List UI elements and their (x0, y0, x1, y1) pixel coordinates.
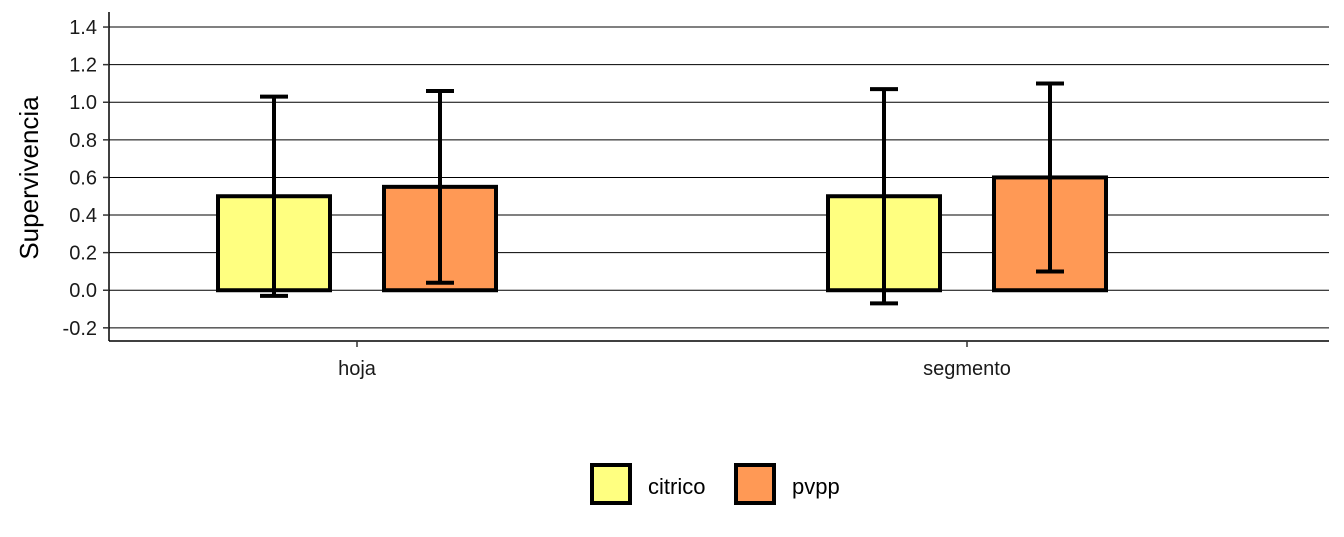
x-tick-label: hoja (338, 358, 377, 380)
y-tick-label: 0.6 (69, 167, 97, 189)
y-tick-label: 0.2 (69, 243, 97, 265)
y-tick-label: -0.2 (63, 318, 97, 340)
y-tick-label: 1.2 (69, 55, 97, 77)
legend-label-citrico: citrico (648, 474, 705, 499)
y-axis-title: Supervivencia (14, 96, 44, 260)
error-bars (260, 81, 1064, 306)
y-tick-label: 0.8 (69, 130, 97, 152)
y-tick-label: 0.0 (69, 280, 97, 302)
y-tick-label: 1.4 (69, 17, 97, 39)
x-tick-label: segmento (923, 358, 1011, 380)
y-ticks: -0.2 0.0 0.2 0.4 0.6 0.8 1.0 1.2 1.4 (63, 17, 109, 340)
legend-label-pvpp: pvpp (792, 474, 840, 499)
legend-key-pvpp (734, 463, 776, 505)
bars (216, 175, 1108, 293)
y-tick-label: 0.4 (69, 205, 97, 227)
x-ticks: hoja segmento (338, 341, 1011, 380)
legend: citrico pvpp (590, 463, 840, 505)
legend-key-citrico (590, 463, 632, 505)
axes (108, 12, 1329, 342)
y-tick-label: 1.0 (69, 92, 97, 114)
